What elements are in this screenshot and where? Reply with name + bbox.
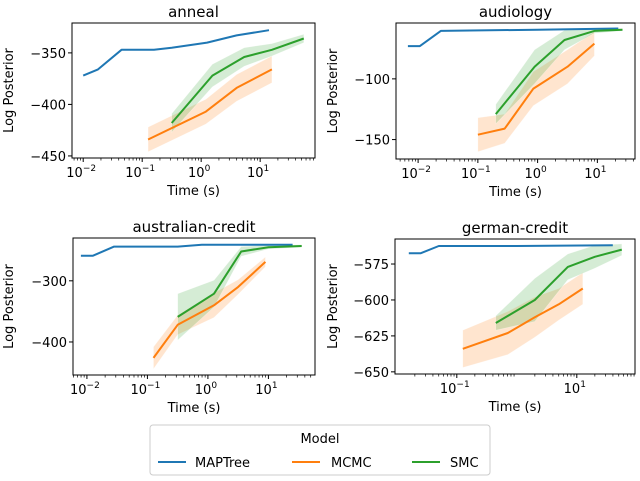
subplot-title: audiology [479, 3, 552, 21]
y-axis-label: Log Posterior [326, 48, 341, 133]
subplot-audiology: 10−2 10−1 100 101 −100 −150 audiology Time (s) L… [326, 3, 636, 200]
x-axis-label: Time (s) [488, 400, 542, 415]
x-tick-label: 101 [584, 165, 606, 182]
x-tick-label: 10−1 [125, 164, 155, 181]
x-tick-label: 10−2 [70, 381, 100, 398]
band-mcmc [147, 55, 273, 153]
y-tick-label: −100 [354, 73, 390, 88]
y-tick-label: −625 [353, 330, 389, 345]
legend-label-smc: SMC [450, 456, 479, 471]
legend-label-maptree: MAPTree [195, 456, 250, 471]
y-tick-label: −150 [354, 134, 390, 149]
x-tick-label: 10−2 [401, 165, 431, 182]
line-smc [177, 245, 302, 318]
y-tick-label: −350 [30, 47, 66, 62]
x-axis-label: Time (s) [166, 184, 220, 199]
y-tick-label: −400 [30, 98, 66, 113]
line-mcmc [462, 287, 584, 350]
band-mcmc [462, 272, 584, 368]
x-axis-label: Time (s) [167, 401, 221, 416]
x-tick-label: 101 [255, 381, 277, 398]
subplot-title: anneal [168, 3, 219, 21]
x-tick-label: 10−1 [440, 380, 470, 397]
y-tick-label: −400 [31, 336, 67, 351]
band-smc [495, 28, 623, 125]
band-smc [177, 244, 303, 341]
x-tick-label: 100 [195, 381, 218, 398]
y-axis-label: Log Posterior [2, 263, 17, 348]
axes-frame [72, 237, 316, 376]
x-tick-label: 10−2 [66, 164, 96, 181]
axes-frame [395, 22, 636, 160]
line-maptree [80, 243, 293, 257]
x-tick-label: 101 [247, 164, 269, 181]
subplot-german-credit: 10−1 101 −575 −600 −625 −650 german-credit Time… [326, 219, 636, 415]
axes-frame [394, 238, 636, 375]
line-mcmc [477, 42, 596, 136]
x-tick-label: 10−1 [131, 381, 161, 398]
x-tick-label: 10−1 [461, 165, 491, 182]
x-tick-label: 100 [524, 165, 547, 182]
y-tick-label: −575 [353, 258, 389, 273]
axes-frame [71, 22, 316, 159]
subplot-australian-credit: 10−2 10−1 100 101 −300 −400 australian-credit T… [2, 218, 316, 416]
line-maptree [408, 244, 613, 255]
line-mcmc [147, 68, 273, 141]
line-mcmc [152, 261, 267, 359]
legend-title: Model [300, 432, 339, 447]
line-smc [495, 28, 623, 115]
y-tick-label: −650 [353, 366, 389, 381]
x-tick-label: 100 [188, 164, 211, 181]
band-mcmc [477, 30, 595, 153]
line-maptree [82, 29, 270, 77]
line-smc [495, 248, 623, 324]
y-tick-label: −600 [353, 294, 389, 309]
y-tick-label: −450 [30, 150, 66, 165]
x-axis-label: Time (s) [488, 185, 542, 200]
x-tick-label: 101 [564, 380, 586, 397]
y-axis-label: Log Posterior [326, 263, 341, 348]
legend-label-mcmc: MCMC [331, 456, 372, 471]
band-mcmc [153, 256, 266, 370]
subplot-title: german-credit [462, 219, 568, 237]
y-tick-label: −300 [31, 275, 67, 290]
line-maptree [407, 27, 619, 48]
subplot-title: australian-credit [132, 218, 255, 236]
line-smc [170, 37, 305, 124]
subplot-anneal: 10−2 10−1 100 101 −350 −400 −450 anneal Time (s)… [2, 3, 316, 199]
y-axis-label: Log Posterior [2, 47, 17, 132]
legend: Model MAPTree MCMC SMC [149, 424, 491, 476]
legend-frame [149, 424, 491, 476]
